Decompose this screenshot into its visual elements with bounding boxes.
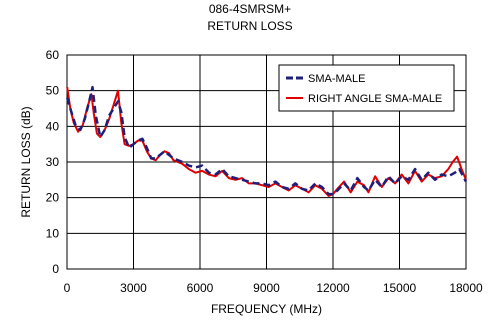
x-tick-label: 15000: [383, 281, 417, 295]
tick-labels: 0 10 20 30 40 50 60 0 3000 6000 9000 12000 15000 1800…: [46, 48, 483, 295]
x-tick-label: 18000: [449, 281, 483, 295]
y-tick-label: 50: [46, 84, 60, 98]
y-tick-label: 60: [46, 48, 60, 62]
y-tick-label: 30: [46, 155, 60, 169]
y-tick-label: 40: [46, 119, 60, 133]
x-tick-label: 0: [64, 281, 71, 295]
chart-subtitle: RETURN LOSS: [207, 19, 293, 33]
x-axis-label: FREQUENCY (MHz): [211, 302, 322, 316]
series-line-sma-male: [66, 85, 468, 196]
series-line-right-angle-sma-male: [66, 86, 467, 197]
x-tick-label: 6000: [187, 281, 214, 295]
y-axis-label: RETURN LOSS (dB): [19, 106, 33, 217]
y-tick-label: 10: [46, 226, 60, 240]
plot-frame: [66, 54, 467, 270]
legend-label-right-angle-sma-male: RIGHT ANGLE SMA-MALE: [308, 93, 442, 105]
y-tick-label: 20: [46, 191, 60, 205]
x-tick-label: 3000: [120, 281, 147, 295]
series-lines: [66, 85, 468, 197]
legend-label-sma-male: SMA-MALE: [308, 73, 365, 85]
chart-title: 086-4SMRSM+: [208, 2, 292, 16]
x-tick-label: 12000: [316, 281, 350, 295]
y-tick-label: 0: [52, 262, 59, 276]
legend: SMA-MALE RIGHT ANGLE SMA-MALE: [278, 64, 455, 112]
x-tick-label: 9000: [253, 281, 280, 295]
legend-box: [278, 64, 455, 112]
